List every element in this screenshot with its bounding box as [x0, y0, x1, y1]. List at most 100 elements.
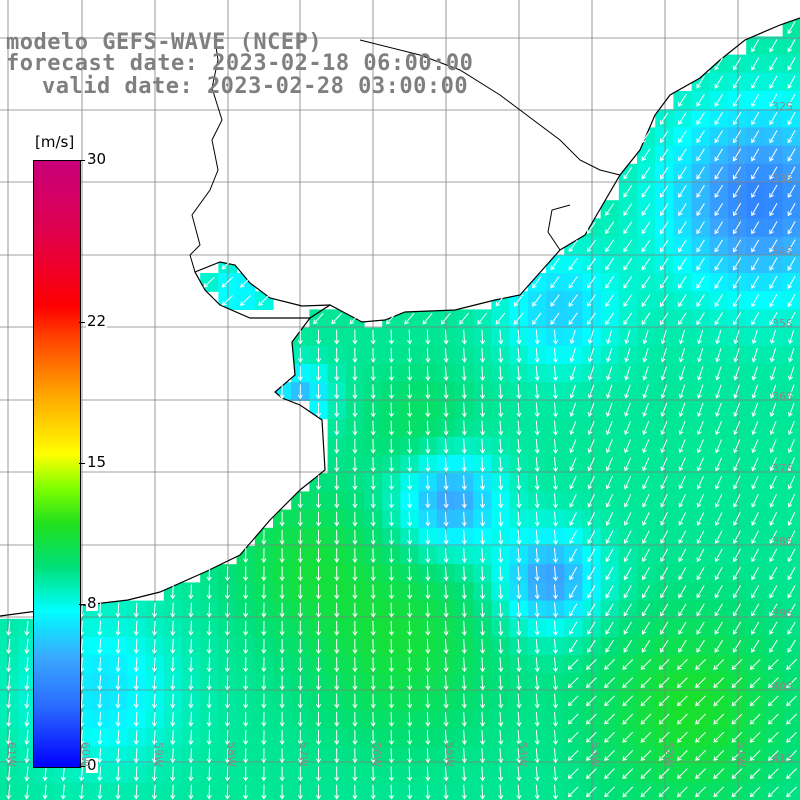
- wind-arrow: [642, 512, 650, 526]
- wind-arrow: [425, 347, 431, 363]
- wind-arrow: [315, 548, 322, 564]
- wind-arrow: [315, 529, 322, 545]
- wind-arrow: [243, 639, 249, 655]
- wind-arrow: [787, 39, 796, 53]
- wind-arrow: [714, 184, 724, 198]
- wind-arrow: [516, 384, 522, 400]
- wind-arrow: [676, 750, 688, 761]
- valid-date: valid date: 2023-02-28 03:00:00: [42, 74, 469, 99]
- wind-arrow: [243, 711, 249, 727]
- wind-arrow: [224, 730, 231, 746]
- wind-arrow: [133, 748, 139, 764]
- wind-arrow: [461, 366, 467, 382]
- wind-arrow: [170, 748, 176, 764]
- wind-arrow: [567, 695, 579, 707]
- wind-arrow: [623, 166, 633, 180]
- wind-arrow: [731, 659, 743, 670]
- wind-arrow: [678, 512, 687, 526]
- wind-arrow: [678, 166, 687, 180]
- wind-arrow: [713, 713, 725, 725]
- wind-arrow: [552, 602, 559, 618]
- wind-arrow: [425, 475, 431, 491]
- wind-arrow: [732, 239, 742, 253]
- wind-arrow: [714, 93, 724, 107]
- wind-arrow: [606, 384, 613, 399]
- wind-arrow: [352, 602, 358, 618]
- latitude-label: 36S: [772, 390, 793, 403]
- wind-arrow: [243, 602, 249, 618]
- wind-arrow: [370, 329, 376, 345]
- longitude-label: 53W: [589, 742, 602, 767]
- wind-arrow: [279, 639, 285, 655]
- wind-arrow: [713, 786, 725, 798]
- wind-arrow: [315, 602, 322, 618]
- wind-arrow: [587, 621, 596, 635]
- wind-arrow: [407, 511, 413, 527]
- wind-arrow: [461, 657, 467, 673]
- wind-arrow: [334, 457, 340, 473]
- wind-arrow: [641, 639, 651, 653]
- colorbar-tick: [79, 463, 85, 464]
- wind-arrow: [660, 566, 669, 581]
- wind-arrow: [315, 493, 322, 509]
- wind-arrow: [552, 511, 559, 527]
- wind-arrow: [370, 347, 376, 363]
- wind-arrow: [224, 602, 231, 618]
- wind-arrow: [370, 639, 376, 655]
- wind-arrow: [751, 257, 760, 271]
- wind-arrow: [696, 203, 705, 216]
- wind-arrow: [243, 657, 249, 673]
- wind-arrow: [6, 766, 12, 782]
- wind-arrow: [568, 239, 578, 253]
- wind-arrow: [658, 731, 670, 743]
- wind-arrow: [567, 659, 579, 670]
- wind-arrow: [751, 203, 760, 217]
- wind-arrow: [97, 748, 103, 764]
- wind-arrow: [751, 402, 759, 417]
- wind-arrow: [787, 493, 796, 508]
- wind-arrow: [97, 693, 103, 709]
- wind-arrow: [188, 730, 194, 746]
- wind-arrow: [443, 493, 449, 509]
- wind-arrow: [751, 621, 760, 635]
- wind-arrow: [696, 621, 705, 635]
- wind-arrow: [587, 548, 596, 563]
- wind-arrow: [696, 275, 705, 289]
- wind-arrow: [605, 530, 614, 544]
- latitude-label: 40S: [772, 680, 793, 693]
- wind-arrow: [151, 675, 158, 691]
- wind-arrow: [751, 530, 759, 544]
- wind-arrow: [6, 784, 12, 800]
- wind-arrow: [534, 438, 540, 454]
- wind-arrow: [443, 457, 449, 473]
- wind-arrow: [498, 475, 504, 491]
- wind-arrow: [567, 786, 579, 798]
- wind-arrow: [133, 693, 139, 709]
- wind-arrow: [660, 639, 669, 653]
- wind-arrow: [714, 530, 723, 544]
- wind-arrow: [115, 620, 121, 636]
- wind-arrow: [787, 20, 796, 35]
- wind-arrow: [352, 675, 358, 691]
- wind-arrow: [697, 348, 704, 363]
- wind-arrow: [297, 639, 303, 655]
- wind-arrow: [714, 621, 723, 635]
- wind-arrow: [407, 784, 413, 800]
- wind-arrow: [388, 475, 395, 491]
- wind-arrow: [605, 203, 615, 216]
- wind-arrow: [696, 130, 705, 144]
- wind-arrow: [749, 713, 761, 725]
- wind-arrow: [170, 711, 176, 727]
- wind-arrow: [407, 366, 413, 382]
- wind-arrow: [604, 750, 615, 761]
- wind-arrow: [605, 312, 615, 326]
- river-plate-south-shore: [194, 261, 331, 319]
- wind-arrow: [678, 203, 687, 216]
- wind-arrow: [97, 766, 103, 782]
- wind-arrow: [534, 347, 540, 363]
- wind-arrow: [461, 784, 467, 800]
- wind-arrow: [407, 548, 413, 564]
- wind-arrow: [443, 402, 449, 418]
- wind-arrow: [279, 711, 285, 727]
